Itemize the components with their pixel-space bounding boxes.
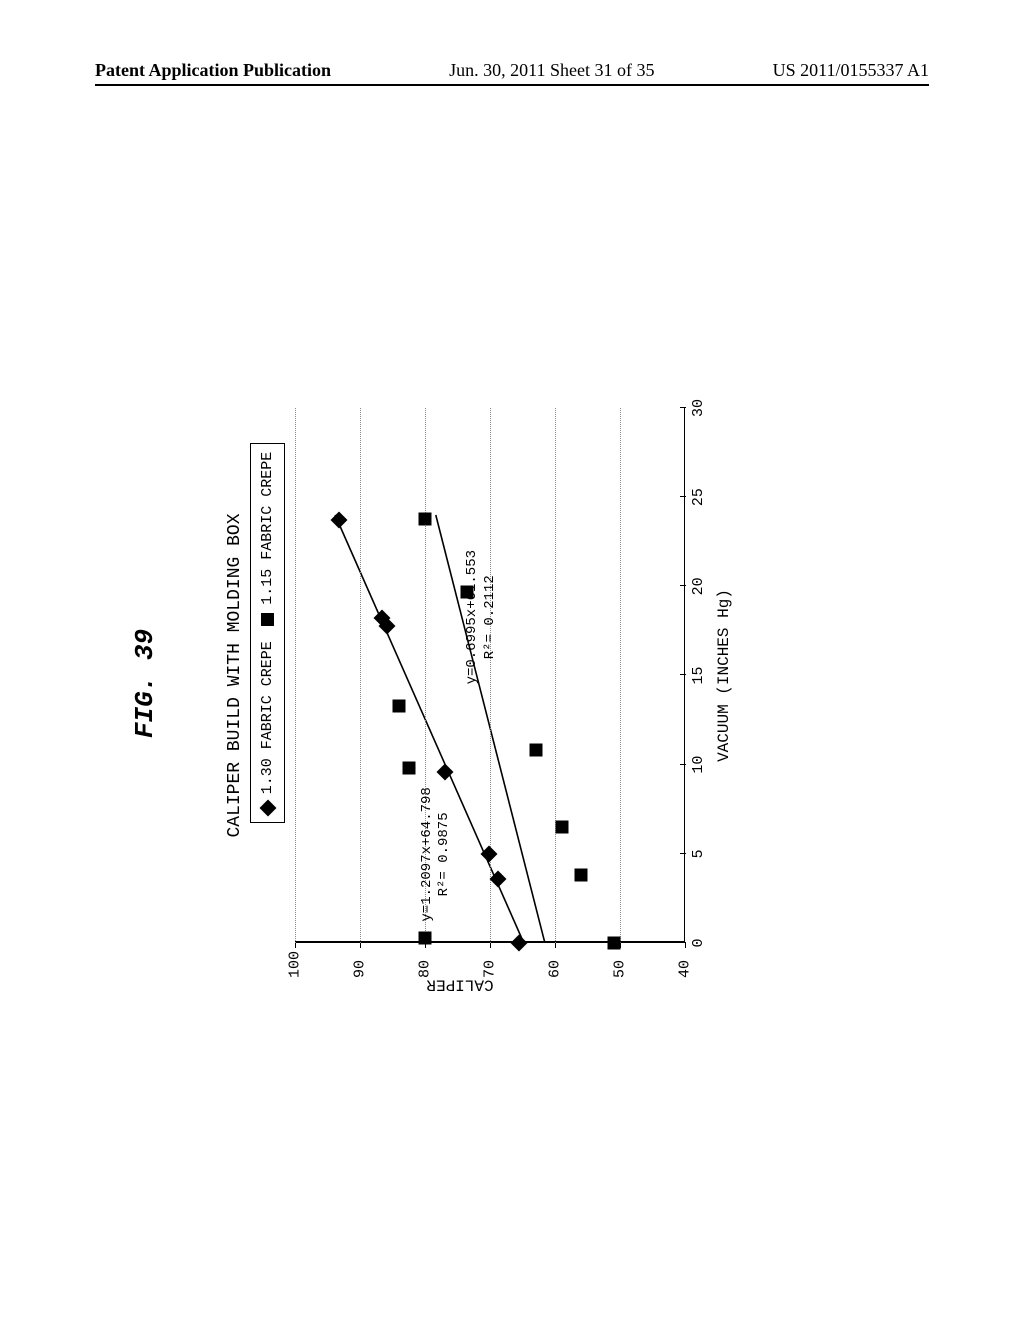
square-marker <box>419 512 432 525</box>
diamond-marker <box>489 870 506 887</box>
x-tick-mark <box>680 407 686 408</box>
legend-label-1: 1.15 FABRIC CREPE <box>259 452 276 605</box>
y-tick-label: 60 <box>547 960 564 978</box>
figure-39-chart: FIG. 39 CALIPER BUILD WITH MOLDING BOX 1… <box>185 324 838 1043</box>
square-marker <box>402 762 415 775</box>
x-tick-mark <box>680 496 686 497</box>
x-tick-label: 20 <box>690 577 707 595</box>
equation-label: y=1.2097x+64.798R²= 0.9875 <box>419 787 454 921</box>
diamond-marker <box>436 763 453 780</box>
x-tick-mark <box>680 764 686 765</box>
x-tick-label: 0 <box>690 938 707 947</box>
x-tick-label: 30 <box>690 399 707 417</box>
x-tick-label: 25 <box>690 488 707 506</box>
x-tick-mark <box>680 853 686 854</box>
y-tick-label: 100 <box>287 951 304 978</box>
y-tick-mark <box>620 943 621 948</box>
square-marker <box>419 931 432 944</box>
r-squared-text: R²= 0.2112 <box>482 550 500 684</box>
figure-label: FIG. 39 <box>130 629 160 738</box>
square-marker <box>607 937 620 950</box>
square-marker <box>555 821 568 834</box>
y-tick-mark <box>295 943 296 948</box>
x-tick-label: 10 <box>690 756 707 774</box>
square-marker <box>393 699 406 712</box>
equation-text: y=1.2097x+64.798 <box>419 787 437 921</box>
equation-text: y=0.6995x+61.553 <box>464 550 482 684</box>
diamond-marker <box>511 935 528 952</box>
x-tick-label: 15 <box>690 666 707 684</box>
y-tick-label: 90 <box>352 960 369 978</box>
y-tick-mark <box>685 943 686 948</box>
x-axis-line <box>684 408 686 943</box>
equation-label: y=0.6995x+61.553R²= 0.2112 <box>464 550 499 684</box>
patent-page-header: Patent Application Publication Jun. 30, … <box>95 60 929 86</box>
y-axis-label: CALIPER <box>426 975 493 993</box>
x-axis-label: VACUUM (INCHES Hg) <box>715 589 733 762</box>
y-tick-mark <box>490 943 491 948</box>
legend-item-1: 1.15 FABRIC CREPE <box>259 452 276 626</box>
y-tick-label: 50 <box>612 960 629 978</box>
square-marker <box>575 869 588 882</box>
gridline <box>360 408 361 943</box>
square-marker <box>529 744 542 757</box>
gridline <box>295 408 296 943</box>
r-squared-text: R²= 0.9875 <box>436 787 454 921</box>
plot-area: 405060708090100051015202530y=1.2097x+64.… <box>295 408 685 943</box>
x-tick-mark <box>680 675 686 676</box>
legend-label-0: 1.30 FABRIC CREPE <box>259 641 276 794</box>
plot-container: CALIPER BUILD WITH MOLDING BOX 1.30 FABR… <box>235 408 685 943</box>
y-tick-mark <box>555 943 556 948</box>
y-tick-label: 40 <box>677 960 694 978</box>
chart-title: CALIPER BUILD WITH MOLDING BOX <box>225 513 245 837</box>
header-left: Patent Application Publication <box>95 60 331 81</box>
x-tick-mark <box>680 585 686 586</box>
x-tick-label: 5 <box>690 849 707 858</box>
diamond-marker <box>480 845 497 862</box>
legend: 1.30 FABRIC CREPE 1.15 FABRIC CREPE <box>250 443 285 823</box>
square-icon <box>261 613 274 626</box>
y-tick-mark <box>360 943 361 948</box>
diamond-icon <box>259 800 276 817</box>
gridline <box>620 408 621 943</box>
header-right: US 2011/0155337 A1 <box>773 60 929 81</box>
x-tick-mark <box>680 942 686 943</box>
diamond-marker <box>330 512 347 529</box>
legend-item-0: 1.30 FABRIC CREPE <box>259 641 276 814</box>
gridline <box>555 408 556 943</box>
header-center: Jun. 30, 2011 Sheet 31 of 35 <box>449 60 654 81</box>
